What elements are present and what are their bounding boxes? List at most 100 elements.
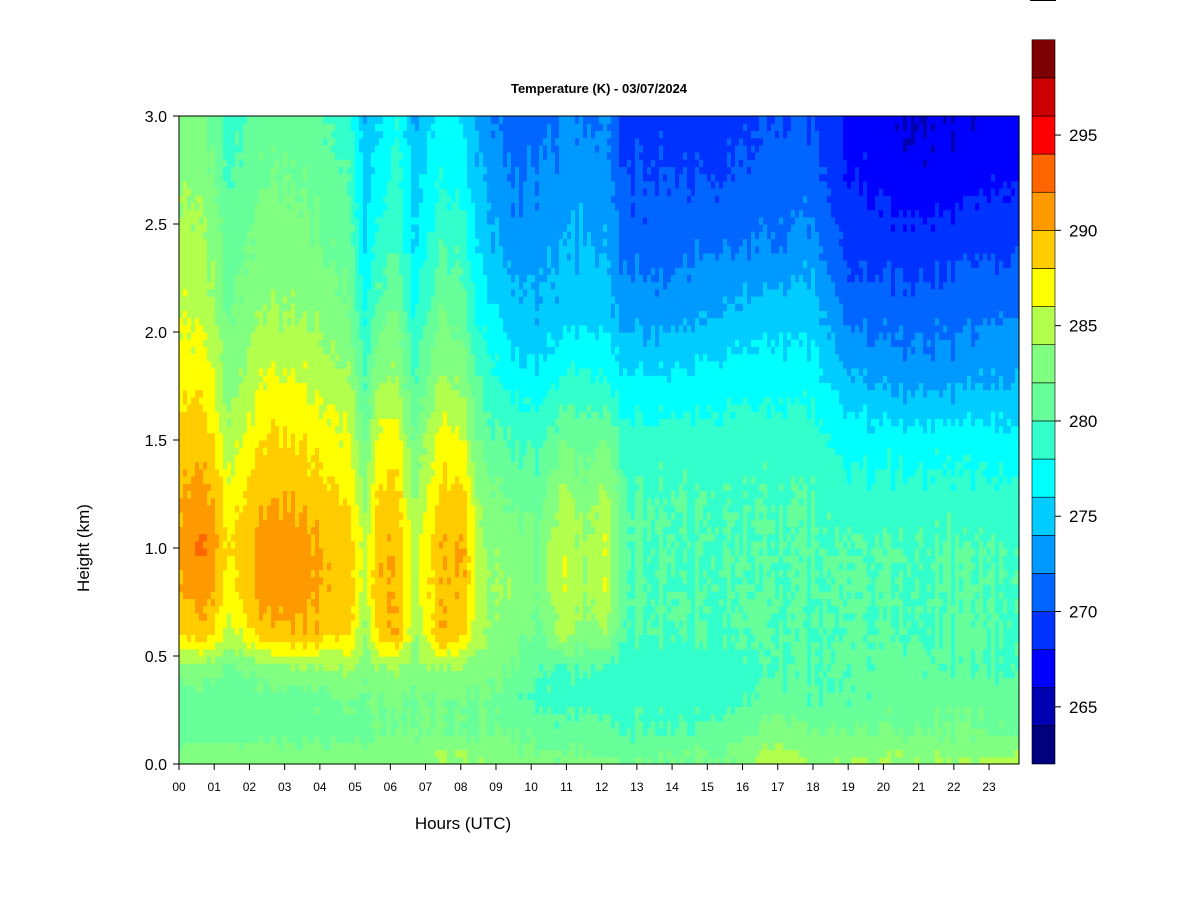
heatmap-cell bbox=[183, 274, 188, 283]
heatmap-cell bbox=[183, 504, 188, 513]
heatmap-cell bbox=[283, 317, 288, 326]
heatmap-cell bbox=[243, 670, 248, 679]
heatmap-cell bbox=[395, 584, 400, 592]
heatmap-cell bbox=[279, 692, 284, 700]
heatmap-cell bbox=[255, 468, 260, 477]
heatmap-cell bbox=[187, 360, 192, 369]
heatmap-cell bbox=[339, 627, 344, 635]
heatmap-cell bbox=[367, 728, 372, 736]
heatmap-cell bbox=[343, 512, 348, 520]
heatmap-cell bbox=[375, 641, 380, 650]
heatmap-cell bbox=[335, 130, 340, 139]
heatmap-cell bbox=[243, 404, 248, 412]
heatmap-cell bbox=[203, 353, 208, 362]
heatmap-cell bbox=[187, 526, 192, 535]
heatmap-cell bbox=[399, 526, 404, 535]
heatmap-cell bbox=[315, 576, 320, 585]
heatmap-cell bbox=[355, 281, 360, 290]
heatmap-cell bbox=[379, 447, 384, 455]
heatmap-cell bbox=[343, 735, 348, 743]
heatmap-cell bbox=[187, 432, 192, 441]
heatmap-cell bbox=[215, 202, 220, 211]
heatmap-cell bbox=[335, 699, 340, 707]
heatmap-cell bbox=[295, 123, 300, 131]
heatmap-cell bbox=[379, 411, 384, 419]
heatmap-cell bbox=[351, 476, 356, 484]
heatmap-cell bbox=[399, 447, 404, 455]
heatmap-cell bbox=[239, 641, 244, 650]
heatmap-cell bbox=[299, 260, 304, 268]
heatmap-cell bbox=[395, 533, 400, 542]
heatmap-cell bbox=[331, 612, 336, 621]
heatmap-cell bbox=[363, 123, 368, 131]
heatmap-cell bbox=[215, 324, 220, 333]
heatmap-cell bbox=[275, 540, 280, 549]
heatmap-cell bbox=[327, 706, 332, 715]
heatmap-cell bbox=[179, 468, 184, 477]
heatmap-cell bbox=[367, 425, 372, 434]
heatmap-cell bbox=[279, 339, 284, 347]
heatmap-cell bbox=[255, 562, 260, 571]
heatmap-cell bbox=[259, 663, 264, 671]
heatmap-cell bbox=[391, 504, 396, 513]
heatmap-cell bbox=[199, 468, 204, 477]
heatmap-cell bbox=[359, 252, 364, 261]
heatmap-cell bbox=[383, 368, 388, 376]
heatmap-cell bbox=[315, 346, 320, 355]
heatmap-cell bbox=[347, 713, 352, 722]
heatmap-cell bbox=[255, 411, 260, 419]
heatmap-cell bbox=[367, 447, 372, 455]
heatmap-cell bbox=[223, 548, 228, 556]
heatmap-cell bbox=[207, 159, 212, 167]
heatmap-cell bbox=[199, 432, 204, 441]
heatmap-cell bbox=[195, 404, 200, 412]
heatmap-cell bbox=[195, 382, 200, 391]
heatmap-cell bbox=[291, 209, 296, 218]
heatmap-cell bbox=[379, 540, 384, 549]
heatmap-cell bbox=[287, 699, 292, 707]
heatmap-cell bbox=[251, 144, 256, 153]
heatmap-cell bbox=[295, 173, 300, 182]
heatmap-cell bbox=[375, 490, 380, 499]
heatmap-cell bbox=[271, 339, 276, 347]
heatmap-cell bbox=[355, 332, 360, 340]
heatmap-cell bbox=[359, 360, 364, 369]
heatmap-cell bbox=[183, 555, 188, 563]
heatmap-cell bbox=[279, 274, 284, 283]
heatmap-cell bbox=[231, 123, 236, 131]
heatmap-cell bbox=[259, 591, 264, 599]
heatmap-cell bbox=[251, 692, 256, 700]
heatmap-cell bbox=[187, 396, 192, 405]
heatmap-cell bbox=[383, 296, 388, 304]
heatmap-cell bbox=[271, 591, 276, 599]
heatmap-cell bbox=[199, 166, 204, 175]
heatmap-cell bbox=[335, 310, 340, 319]
heatmap-plot bbox=[179, 116, 1020, 765]
heatmap-cell bbox=[291, 519, 296, 527]
heatmap-cell bbox=[379, 598, 384, 607]
heatmap-cell bbox=[399, 562, 404, 571]
heatmap-cell bbox=[223, 540, 228, 549]
heatmap-cell bbox=[247, 720, 252, 729]
heatmap-cell bbox=[239, 620, 244, 628]
heatmap-cell bbox=[367, 116, 372, 124]
heatmap-cell bbox=[327, 188, 332, 196]
heatmap-cell bbox=[183, 303, 188, 311]
heatmap-cell bbox=[251, 663, 256, 671]
heatmap-cell bbox=[299, 677, 304, 686]
heatmap-cell bbox=[343, 540, 348, 549]
heatmap-cell bbox=[339, 245, 344, 254]
heatmap-cell bbox=[395, 519, 400, 527]
heatmap-cell bbox=[235, 504, 240, 513]
heatmap-cell bbox=[195, 576, 200, 585]
heatmap-cell bbox=[335, 346, 340, 355]
heatmap-cell bbox=[287, 195, 292, 203]
heatmap-cell bbox=[371, 677, 376, 686]
heatmap-cell bbox=[327, 548, 332, 556]
heatmap-cell bbox=[219, 533, 224, 542]
heatmap-cell bbox=[303, 548, 308, 556]
heatmap-cell bbox=[223, 144, 228, 153]
heatmap-cell bbox=[215, 418, 220, 427]
heatmap-cell bbox=[335, 504, 340, 513]
heatmap-cell bbox=[211, 238, 216, 247]
